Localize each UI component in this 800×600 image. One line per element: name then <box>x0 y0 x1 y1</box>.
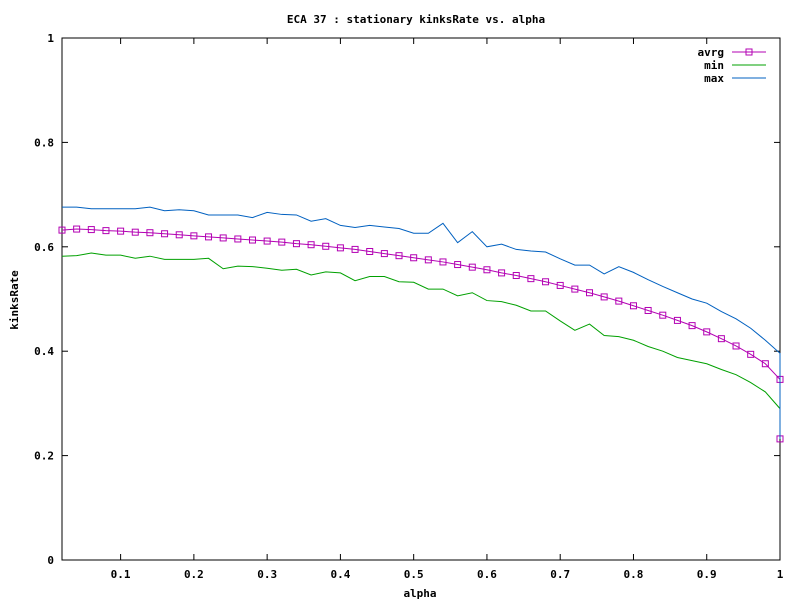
data-point-avrg <box>87 226 95 234</box>
y-tick-label: 0.6 <box>34 241 54 254</box>
data-point-avrg <box>351 245 359 253</box>
data-point-avrg <box>190 232 198 240</box>
data-point-avrg <box>395 252 403 260</box>
y-tick-label: 0 <box>47 554 54 567</box>
data-point-avrg <box>703 328 711 336</box>
data-point-avrg <box>439 258 447 266</box>
x-tick-label: 0.2 <box>184 568 204 581</box>
x-tick-label: 0.4 <box>330 568 350 581</box>
data-point-avrg <box>73 225 81 233</box>
data-point-avrg <box>263 237 271 245</box>
x-tick-label: 0.6 <box>477 568 497 581</box>
data-point-avrg <box>688 322 696 330</box>
legend-label: max <box>704 72 724 85</box>
data-point-avrg <box>410 254 418 262</box>
data-point-avrg <box>205 233 213 241</box>
data-point-avrg <box>468 263 476 271</box>
data-point-avrg <box>761 360 769 368</box>
data-point-avrg <box>234 235 242 243</box>
data-point-avrg <box>659 311 667 319</box>
data-point-avrg <box>600 293 608 301</box>
data-point-avrg <box>717 335 725 343</box>
x-tick-label: 0.5 <box>404 568 424 581</box>
data-point-avrg <box>747 350 755 358</box>
data-point-avrg <box>483 266 491 274</box>
data-point-avrg <box>366 247 374 255</box>
x-tick-label: 0.3 <box>257 568 277 581</box>
x-tick-label: 0.1 <box>111 568 131 581</box>
data-point-avrg <box>586 289 594 297</box>
series-layer <box>58 206 784 443</box>
series-line-max <box>62 206 781 439</box>
data-point-avrg <box>292 240 300 248</box>
data-point-avrg <box>673 316 681 324</box>
data-point-avrg <box>644 306 652 314</box>
chart-title: ECA 37 : stationary kinksRate vs. alpha <box>287 13 545 26</box>
y-tick-label: 1 <box>47 32 54 45</box>
data-point-avrg <box>102 227 110 235</box>
x-tick-label: 0.9 <box>697 568 717 581</box>
data-point-avrg <box>161 230 169 238</box>
data-point-avrg <box>512 272 520 280</box>
data-point-avrg <box>732 342 740 350</box>
data-point-avrg <box>248 236 256 244</box>
legend-marker-avrg <box>745 48 753 56</box>
data-point-avrg <box>498 269 506 277</box>
data-point-avrg <box>307 241 315 249</box>
data-point-avrg <box>542 278 550 286</box>
data-point-avrg <box>556 281 564 289</box>
y-axis-label: kinksRate <box>8 270 21 330</box>
data-point-avrg <box>336 244 344 252</box>
data-point-avrg <box>615 297 623 305</box>
data-point-avrg <box>380 250 388 258</box>
series-line-avrg <box>61 228 781 439</box>
legend-label: avrg <box>698 46 725 59</box>
y-tick-label: 0.2 <box>34 450 54 463</box>
data-point-avrg <box>131 228 139 236</box>
data-point-avrg <box>175 231 183 239</box>
data-point-avrg <box>278 238 286 246</box>
data-point-avrg <box>322 242 330 250</box>
series-line-min <box>61 252 781 439</box>
x-tick-label: 0.8 <box>624 568 644 581</box>
data-point-avrg <box>219 234 227 242</box>
data-point-avrg <box>146 229 154 237</box>
data-point-avrg <box>571 285 579 293</box>
data-point-avrg <box>527 275 535 283</box>
y-tick-label: 0.8 <box>34 136 54 149</box>
y-tick-label: 0.4 <box>34 345 54 358</box>
plot-area <box>61 37 781 561</box>
data-point-avrg <box>424 256 432 264</box>
data-point-avrg <box>58 226 66 234</box>
x-tick-label: 0.7 <box>550 568 570 581</box>
x-axis: 0.1 0.2 0.3 0.4 0.5 0.6 0.7 0.8 0.9 1 <box>111 38 784 581</box>
data-point-avrg <box>454 261 462 269</box>
data-point-avrg <box>629 302 637 310</box>
x-axis-label: alpha <box>403 587 436 600</box>
y-axis: 0 0.2 0.4 0.6 0.8 1 <box>34 32 780 567</box>
legend-label: min <box>704 59 724 72</box>
x-tick-label: 1 <box>777 568 784 581</box>
data-point-avrg <box>117 227 125 235</box>
